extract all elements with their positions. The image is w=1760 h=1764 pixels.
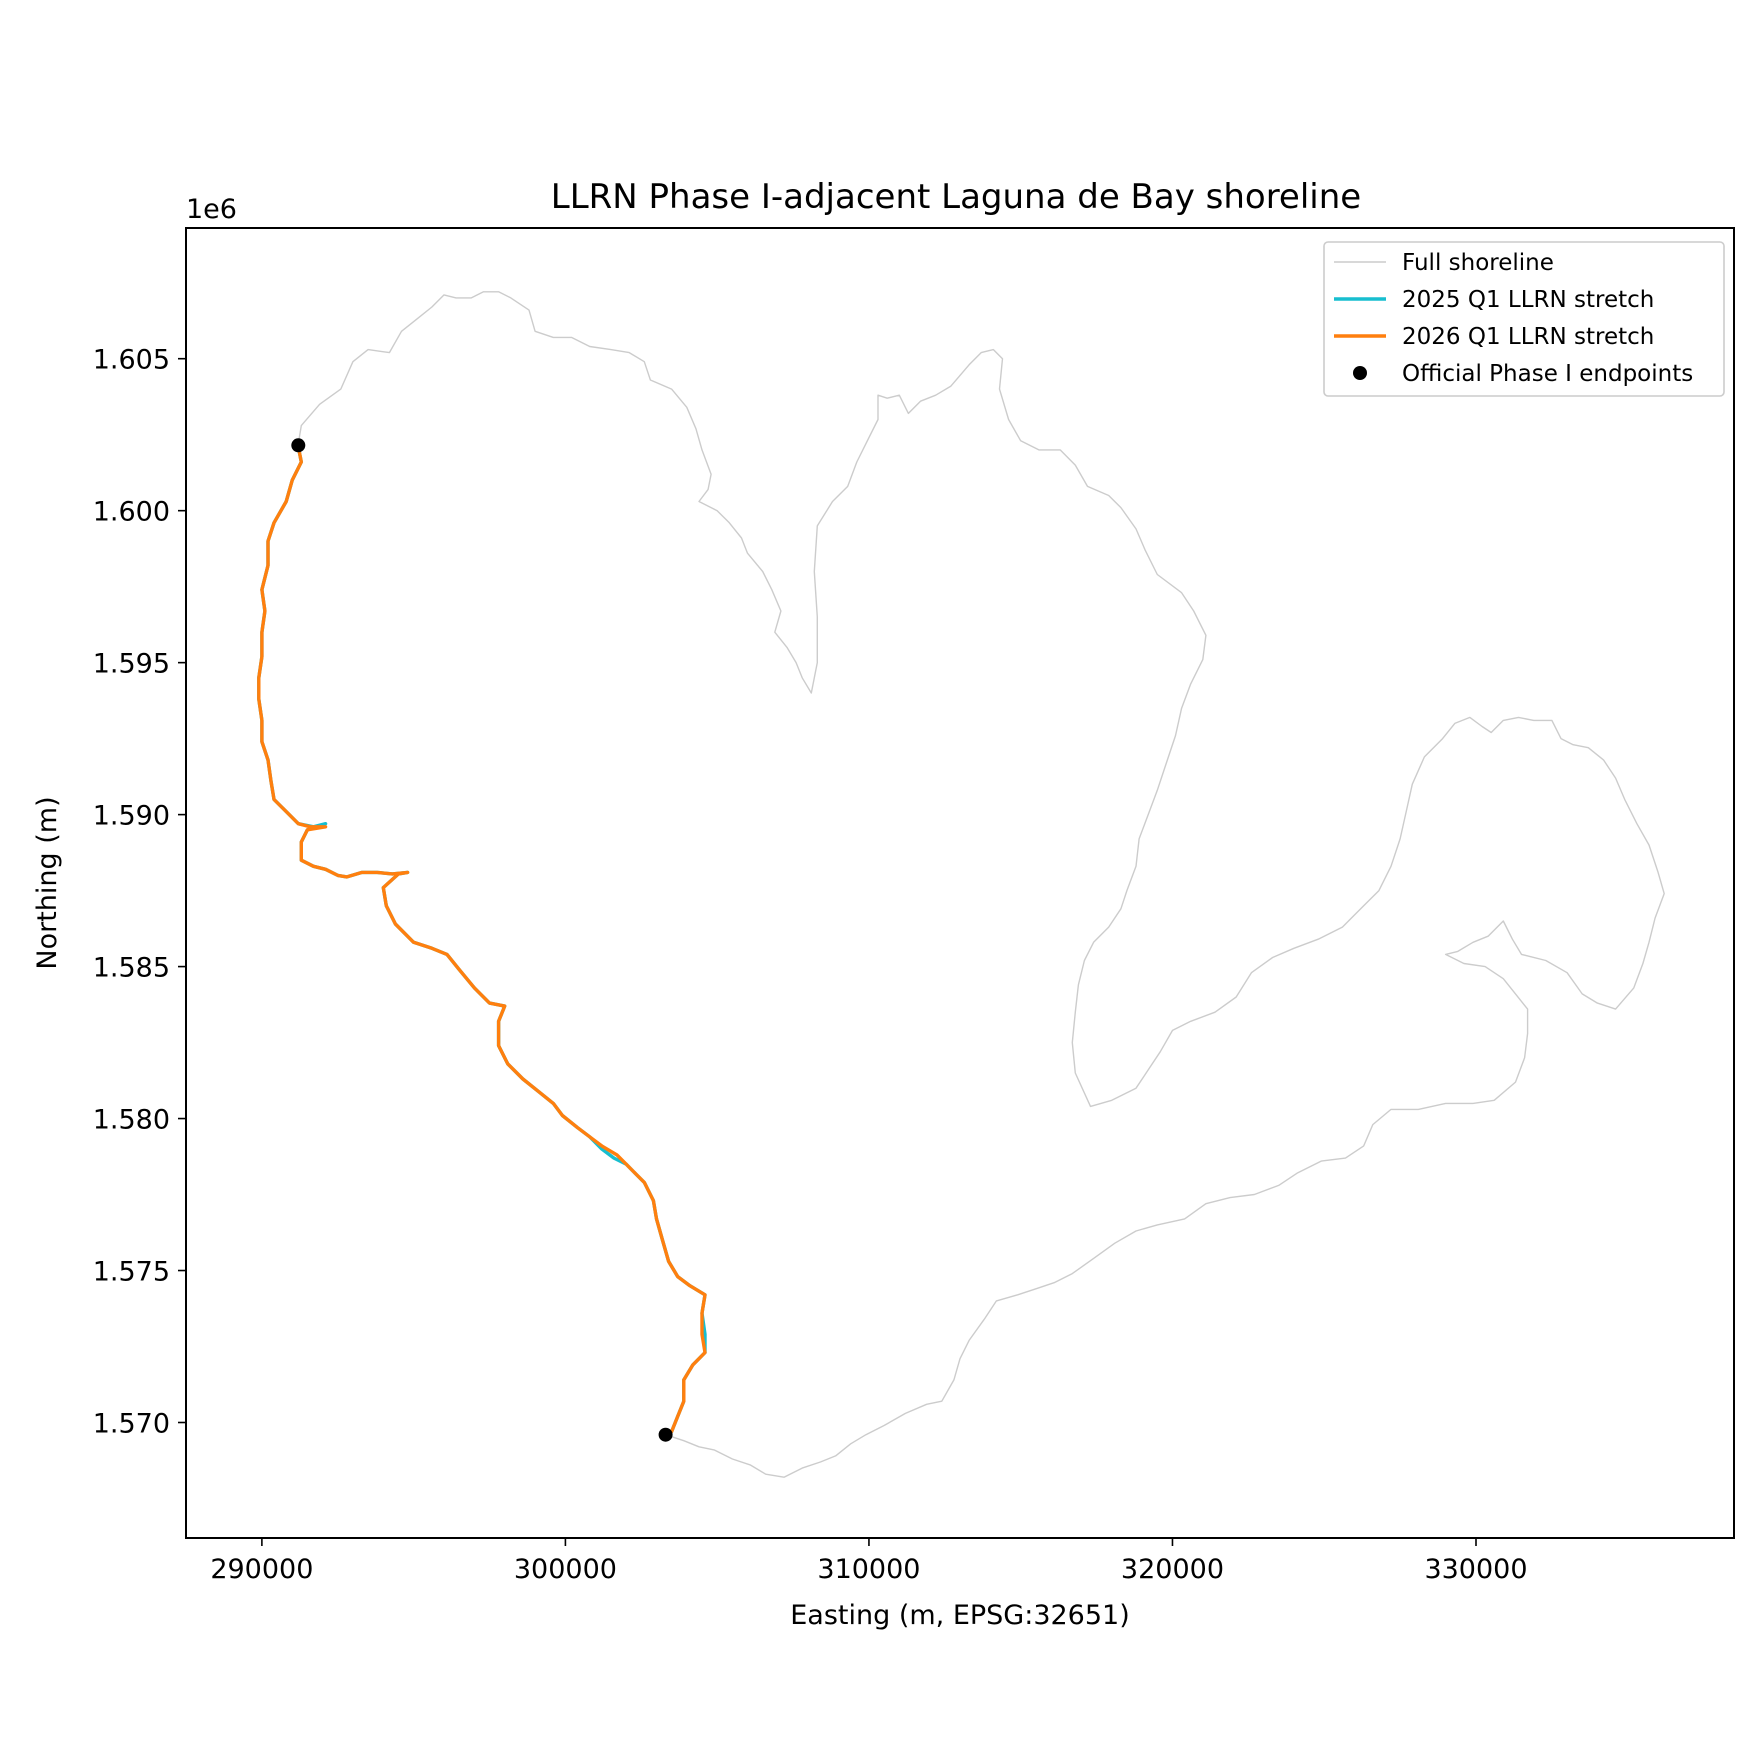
y-tick-label: 1.575 — [93, 1257, 170, 1288]
x-axis-label: Easting (m, EPSG:32651) — [790, 1600, 1130, 1631]
y-axis-label: Northing (m) — [32, 796, 63, 969]
plot-area — [257, 291, 1665, 1478]
legend-label-2025-q1-llrn-stretch: 2025 Q1 LLRN stretch — [1402, 287, 1654, 313]
series-line-full-shoreline — [297, 291, 1665, 1478]
x-tick-label: 290000 — [210, 1554, 313, 1585]
x-tick-label: 330000 — [1424, 1554, 1527, 1585]
x-tick-label: 320000 — [1121, 1554, 1224, 1585]
plot-frame — [185, 227, 1735, 1539]
series-line-2026-q1-llrn-stretch — [257, 445, 707, 1437]
y-axis: 1.570 1.575 1.580 1.585 1.590 1.595 1.600 1.605 — [93, 345, 186, 1440]
endpoint-marker-2 — [658, 1427, 673, 1442]
y-tick-label: 1.595 — [93, 649, 170, 680]
legend-label-official-phase-i-endpoints: Official Phase I endpoints — [1402, 361, 1693, 387]
legend: Full shoreline 2025 Q1 LLRN stretch 2026 Q… — [1323, 241, 1725, 397]
chart-title: LLRN Phase I-adjacent Laguna de Bay shor… — [551, 177, 1361, 217]
x-tick-label: 310000 — [817, 1554, 920, 1585]
x-tick-label: 300000 — [514, 1554, 617, 1585]
x-axis: 290000 300000 310000 320000 330000 — [210, 1538, 1528, 1585]
y-tick-label: 1.590 — [93, 801, 170, 832]
y-tick-label: 1.605 — [93, 345, 170, 376]
y-tick-label: 1.580 — [93, 1105, 170, 1136]
legend-frame — [1323, 241, 1725, 397]
legend-label-full-shoreline: Full shoreline — [1402, 250, 1554, 276]
y-axis-offset-text: 1e6 — [186, 194, 237, 225]
legend-label-2026-q1-llrn-stretch: 2026 Q1 LLRN stretch — [1402, 324, 1654, 350]
legend-swatch-official-phase-i-endpoints — [1353, 366, 1367, 380]
y-tick-label: 1.585 — [93, 953, 170, 984]
y-tick-label: 1.600 — [93, 497, 170, 528]
y-tick-label: 1.570 — [93, 1409, 170, 1440]
endpoint-marker-1 — [291, 438, 306, 453]
